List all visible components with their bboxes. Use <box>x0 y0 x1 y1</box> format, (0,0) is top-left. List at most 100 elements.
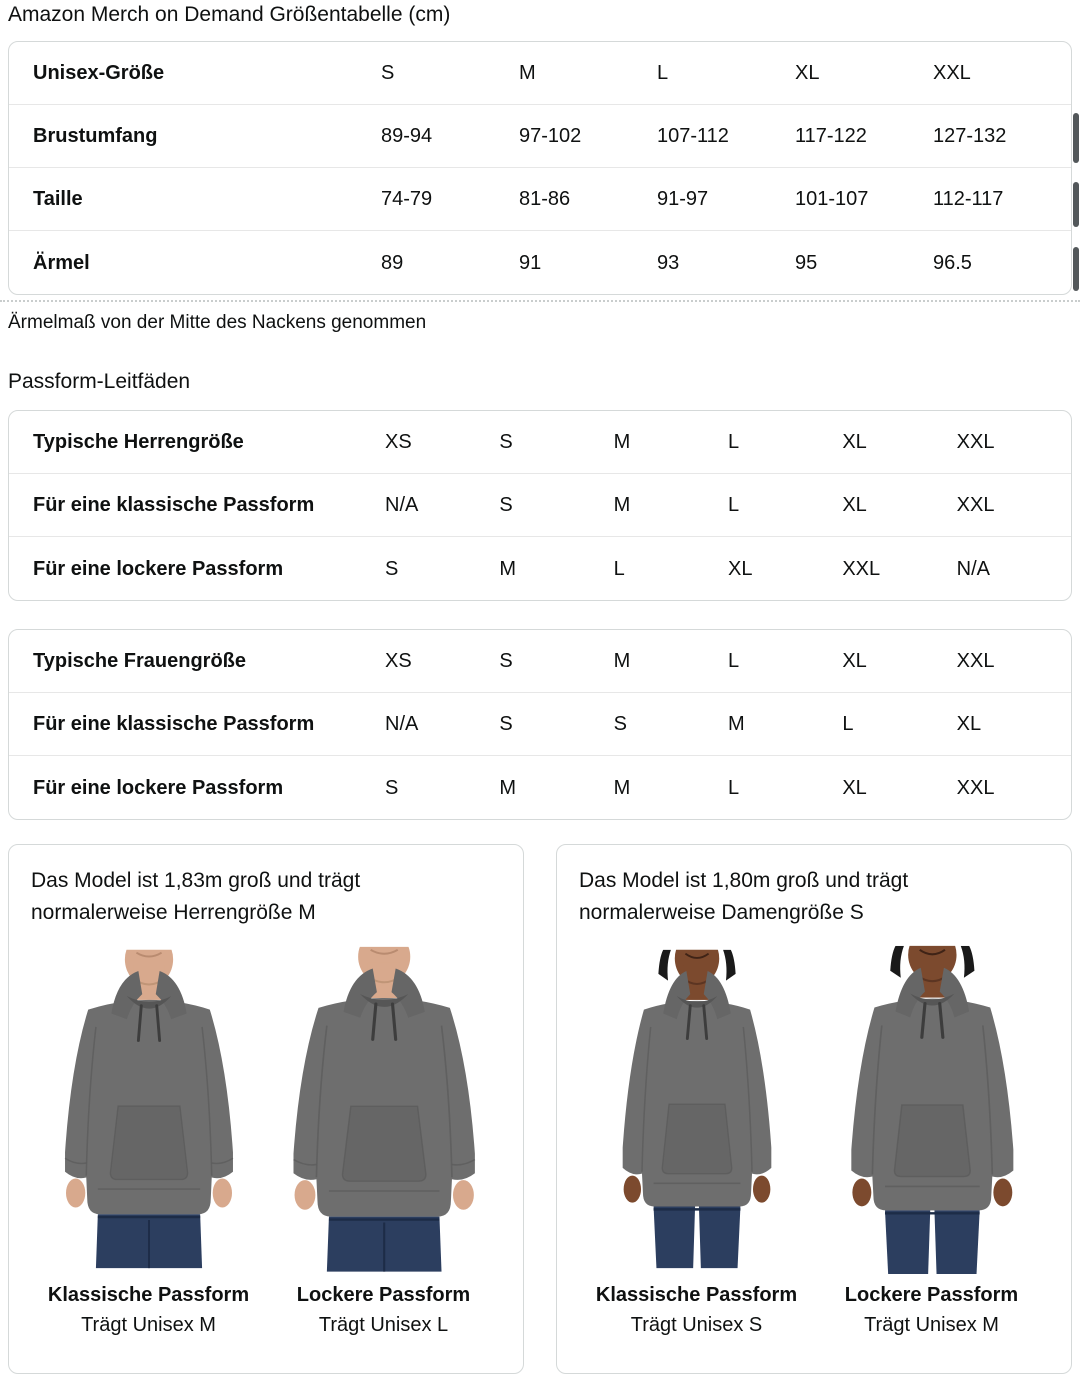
cell-value: M <box>613 776 631 799</box>
model-photo-block: Klassische Passform Trägt Unisex M <box>31 944 266 1337</box>
fit-guides-heading: Passform-Leitfäden <box>8 370 191 393</box>
cell-value: 91 <box>519 251 542 274</box>
cell-value: 89-94 <box>381 125 433 147</box>
row-label: Taille <box>33 188 83 210</box>
cell-value: 96.5 <box>933 251 972 274</box>
model-photo-block: Lockere Passform Trägt Unisex M <box>814 944 1049 1337</box>
cell-value: XL <box>956 713 982 735</box>
column-header: S <box>381 62 395 84</box>
cell-value: L <box>728 431 740 453</box>
women-model-card: Das Model ist 1,80m groß und trägt norma… <box>556 844 1072 1374</box>
scrollbar-thumb[interactable] <box>1073 247 1079 291</box>
row-label: Typische Herrengröße <box>33 431 244 453</box>
table-row: Für eine klassische Passform N/A S M L X… <box>9 474 1071 537</box>
women-classic-fit-photo <box>579 944 814 1274</box>
cell-value: M <box>728 713 745 735</box>
model-photos: Klassische Passform Trägt Unisex M Locke… <box>31 944 501 1337</box>
cell-value: M <box>613 650 631 672</box>
cell-value: S <box>385 776 399 799</box>
column-header: XXL <box>933 62 971 84</box>
scrollbar-thumb[interactable] <box>1073 113 1079 163</box>
row-label: Für eine klassische Passform <box>33 494 315 516</box>
cell-value: S <box>613 713 627 735</box>
cell-value: 95 <box>795 251 818 274</box>
row-label: Typische Frauengröße <box>33 650 247 672</box>
cell-value: XXL <box>956 494 995 516</box>
men-fit-table: Typische Herrengröße XS S M L XL XXL Für… <box>8 410 1072 601</box>
unisex-size-table: Unisex-Größe S M L XL XXL Brustumfang 89… <box>8 41 1072 295</box>
dotted-divider <box>0 300 1080 302</box>
fit-label: Klassische Passform <box>47 1284 250 1306</box>
cell-value: S <box>499 650 513 672</box>
cell-value: 101-107 <box>795 188 869 210</box>
cell-value: L <box>728 494 740 516</box>
table-row: Für eine lockere Passform S M M L XL XXL <box>9 756 1071 819</box>
men-loose-fit-photo <box>266 944 501 1274</box>
scrollbar-thumb[interactable] <box>1073 182 1079 227</box>
size-label: Trägt Unisex L <box>318 1314 449 1336</box>
row-label: Brustumfang <box>33 125 158 147</box>
cell-value: XS <box>385 431 412 453</box>
men-classic-fit-photo <box>31 944 266 1274</box>
cell-value: 74-79 <box>381 188 433 210</box>
cell-value: XXL <box>956 776 995 799</box>
cell-value: S <box>385 557 399 580</box>
cell-value: 89 <box>381 251 404 274</box>
cell-value: 127-132 <box>933 125 1007 147</box>
column-header: M <box>519 62 536 84</box>
cell-value: 112-117 <box>933 188 1004 210</box>
cell-value: N/A <box>385 494 419 516</box>
row-label: Unisex-Größe <box>33 62 165 84</box>
cell-value: N/A <box>385 713 419 735</box>
model-description: Das Model ist 1,83m groß und trägt norma… <box>31 869 361 924</box>
fit-label: Lockere Passform <box>844 1284 1019 1306</box>
table-header-row: Unisex-Größe S M L XL XXL <box>9 42 1071 105</box>
cell-value: L <box>842 713 854 735</box>
cell-value: 81-86 <box>519 188 571 210</box>
size-label: Trägt Unisex M <box>81 1314 216 1336</box>
women-loose-fit-photo <box>814 944 1049 1274</box>
table-row: Für eine lockere Passform S M L XL XXL N… <box>9 537 1071 600</box>
women-fit-table: Typische Frauengröße XS S M L XL XXL Für… <box>8 629 1072 820</box>
cell-value: XL <box>842 494 867 516</box>
cell-value: 117-122 <box>795 125 867 147</box>
model-description: Das Model ist 1,80m groß und trägt norma… <box>579 869 909 924</box>
size-label: Trägt Unisex S <box>630 1314 763 1336</box>
cell-value: M <box>613 494 631 516</box>
cell-value: 91-97 <box>657 188 709 210</box>
model-photos: Klassische Passform Trägt Unisex S Locke… <box>579 944 1049 1337</box>
row-label: Für eine lockere Passform <box>33 776 284 799</box>
cell-value: L <box>728 776 740 799</box>
model-photo-block: Klassische Passform Trägt Unisex S <box>579 944 814 1337</box>
cell-value: XL <box>842 776 867 799</box>
cell-value: XXL <box>956 650 995 672</box>
cell-value: N/A <box>956 557 990 580</box>
model-photo-block: Lockere Passform Trägt Unisex L <box>266 944 501 1337</box>
column-header: L <box>657 62 669 84</box>
cell-value: 93 <box>657 251 680 274</box>
page-title: Amazon Merch on Demand Größentabelle (cm… <box>8 3 451 26</box>
cell-value: 107-112 <box>657 125 729 147</box>
cell-value: S <box>499 713 513 735</box>
cell-value: S <box>499 494 513 516</box>
sleeve-note: Ärmelmaß von der Mitte des Nackens genom… <box>8 312 427 333</box>
table-row: Taille 74-79 81-86 91-97 101-107 112-117 <box>9 168 1071 231</box>
table-row: Brustumfang 89-94 97-102 107-112 117-122… <box>9 105 1071 168</box>
men-model-card: Das Model ist 1,83m groß und trägt norma… <box>8 844 524 1374</box>
cell-value: S <box>499 431 513 453</box>
cell-value: XL <box>728 557 753 580</box>
row-label: Ärmel <box>33 251 90 274</box>
fit-label: Lockere Passform <box>296 1284 471 1306</box>
table-row: Ärmel 89 91 93 95 96.5 <box>9 231 1071 294</box>
row-label: Für eine lockere Passform <box>33 557 284 580</box>
cell-value: 97-102 <box>519 125 582 147</box>
cell-value: M <box>499 557 516 580</box>
size-label: Trägt Unisex M <box>864 1314 999 1336</box>
table-row: Typische Herrengröße XS S M L XL XXL <box>9 411 1071 474</box>
model-cards-row: Das Model ist 1,83m groß und trägt norma… <box>8 844 1072 1374</box>
cell-value: L <box>728 650 740 672</box>
cell-value: XS <box>385 650 412 672</box>
cell-value: XL <box>842 650 867 672</box>
row-label: Für eine klassische Passform <box>33 713 315 735</box>
